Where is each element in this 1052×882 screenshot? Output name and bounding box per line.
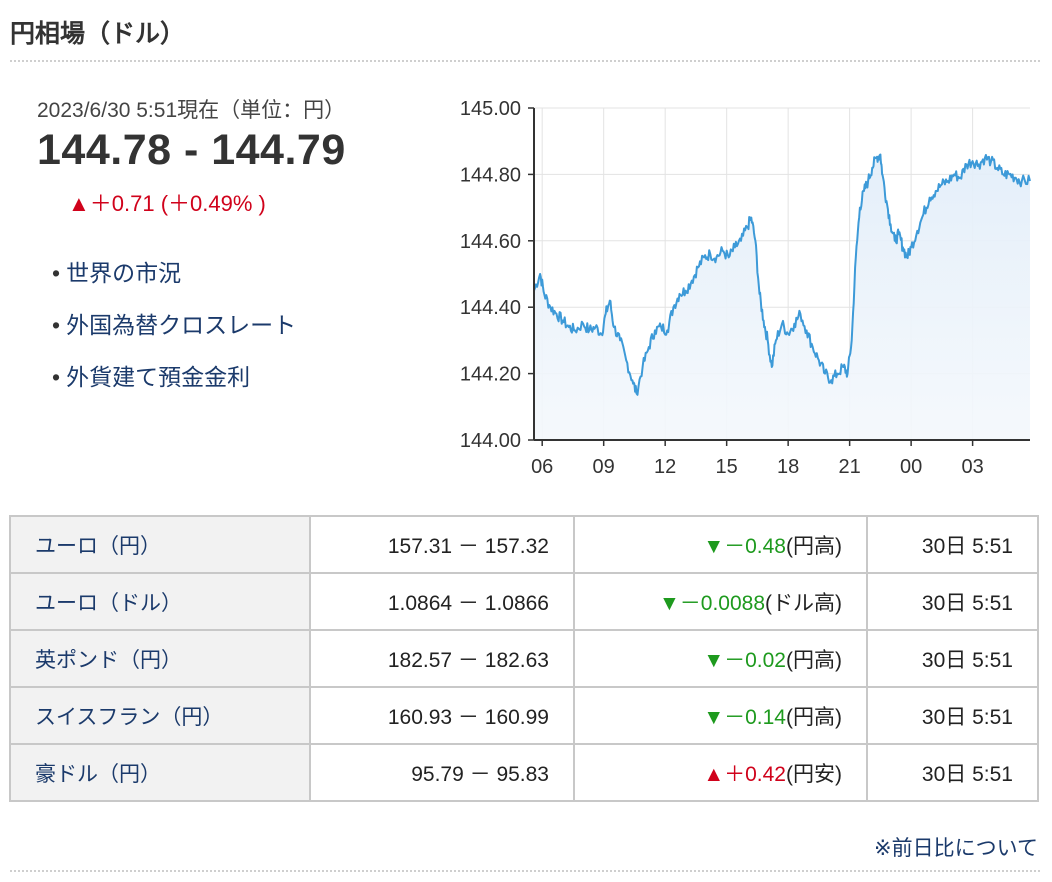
currency-name[interactable]: スイスフラン（円） — [9, 686, 311, 745]
quote-price: 144.78 - 144.79 — [37, 126, 346, 174]
page-title: 円相場（ドル） — [10, 20, 186, 48]
y-tick-label: 145.00 — [460, 98, 521, 120]
x-tick-label: 06 — [531, 456, 553, 478]
change-note: (円高) — [786, 534, 842, 558]
quote-timestamp: 2023/6/30 5:51現在（単位：円） — [37, 99, 346, 122]
currency-time: 30日 5:51 — [866, 743, 1039, 802]
footer-divider — [10, 870, 1040, 872]
currency-time: 30日 5:51 — [866, 572, 1039, 631]
x-axis-labels: 06 09 12 15 18 21 00 03 — [531, 456, 984, 478]
change-note: (円高) — [786, 705, 842, 729]
bullet-icon: • — [52, 312, 61, 338]
currency-name-link[interactable]: ユーロ（ドル） — [35, 591, 182, 615]
currency-name-link[interactable]: 英ポンド（円） — [35, 648, 182, 672]
currency-change: ▼－0.02(円高) — [573, 629, 868, 688]
currency-time: 30日 5:51 — [866, 515, 1039, 574]
change-note: (ドル高) — [765, 591, 842, 615]
chart-axes — [528, 107, 1030, 446]
change-note: (円高) — [786, 648, 842, 672]
table-row: 英ポンド（円） 182.57 － 182.63 ▼－0.02(円高) 30日 5… — [9, 629, 1039, 688]
x-tick-label: 15 — [716, 456, 738, 478]
currency-change: ▼－0.0088(ドル高) — [573, 572, 868, 631]
x-tick-label: 03 — [961, 456, 983, 478]
currency-name-link[interactable]: スイスフラン（円） — [35, 705, 224, 729]
currency-name[interactable]: 英ポンド（円） — [9, 629, 311, 688]
currency-time: 30日 5:51 — [866, 629, 1039, 688]
currency-change: ▼－0.14(円高) — [573, 686, 868, 745]
currency-rate: 95.79 － 95.83 — [309, 743, 575, 802]
y-tick-label: 144.20 — [460, 364, 521, 386]
currency-rate: 182.57 － 182.63 — [309, 629, 575, 688]
y-tick-label: 144.60 — [460, 231, 521, 253]
x-tick-label: 09 — [593, 456, 615, 478]
change-value: ▼－0.02 — [703, 648, 786, 672]
quote-change: ▲＋0.71 (＋0.49% ) — [68, 191, 266, 216]
bullet-icon: • — [52, 364, 61, 390]
link-cross-rates[interactable]: • 外国為替クロスレート — [52, 310, 296, 340]
currency-change: ▼－0.48(円高) — [573, 515, 868, 574]
currency-rate: 157.31 － 157.32 — [309, 515, 575, 574]
table-row: 豪ドル（円） 95.79 － 95.83 ▲＋0.42(円安) 30日 5:51 — [9, 743, 1039, 802]
table-row: ユーロ（ドル） 1.0864 － 1.0866 ▼－0.0088(ドル高) 30… — [9, 572, 1039, 631]
x-tick-label: 12 — [654, 456, 676, 478]
currency-name-link[interactable]: 豪ドル（円） — [35, 762, 161, 786]
bullet-icon: • — [52, 260, 61, 286]
x-tick-label: 21 — [839, 456, 861, 478]
currency-rate: 160.93 － 160.99 — [309, 686, 575, 745]
currency-table: ユーロ（円） 157.31 － 157.32 ▼－0.48(円高) 30日 5:… — [9, 515, 1039, 802]
currency-change: ▲＋0.42(円安) — [573, 743, 868, 802]
chart-line — [533, 153, 1031, 396]
currency-rate: 1.0864 － 1.0866 — [309, 572, 575, 631]
link-label[interactable]: 外国為替クロスレート — [66, 312, 297, 338]
change-footnote-link[interactable]: ※前日比について — [874, 837, 1038, 860]
x-tick-label: 00 — [900, 456, 922, 478]
table-row: ユーロ（円） 157.31 － 157.32 ▼－0.48(円高) 30日 5:… — [9, 515, 1039, 574]
link-world-markets[interactable]: • 世界の市況 — [52, 258, 296, 288]
y-tick-label: 144.00 — [460, 430, 521, 452]
change-value: ▼－0.14 — [703, 705, 786, 729]
y-tick-label: 144.80 — [460, 164, 521, 186]
chart-area — [534, 154, 1030, 440]
link-label[interactable]: 外貨建て預金金利 — [66, 364, 251, 390]
table-row: スイスフラン（円） 160.93 － 160.99 ▼－0.14(円高) 30日… — [9, 686, 1039, 745]
currency-name[interactable]: 豪ドル（円） — [9, 743, 311, 802]
currency-time: 30日 5:51 — [866, 686, 1039, 745]
currency-name[interactable]: ユーロ（円） — [9, 515, 311, 574]
change-value: ▼－0.48 — [703, 534, 786, 558]
related-links: • 世界の市況 • 外国為替クロスレート • 外貨建て預金金利 — [52, 258, 296, 414]
change-note: (円安) — [786, 762, 842, 786]
link-label[interactable]: 世界の市況 — [66, 260, 182, 286]
y-tick-label: 144.40 — [460, 297, 521, 319]
currency-name-link[interactable]: ユーロ（円） — [35, 534, 161, 558]
change-value: ▲＋0.42 — [703, 762, 786, 786]
x-tick-label: 18 — [777, 456, 799, 478]
header-divider — [10, 60, 1040, 62]
change-value: ▼－0.0088 — [658, 591, 765, 615]
currency-name[interactable]: ユーロ（ドル） — [9, 572, 311, 631]
y-axis-labels: 145.00 144.80 144.60 144.40 144.20 144.00 — [460, 98, 521, 452]
link-deposit-rates[interactable]: • 外貨建て預金金利 — [52, 362, 296, 392]
